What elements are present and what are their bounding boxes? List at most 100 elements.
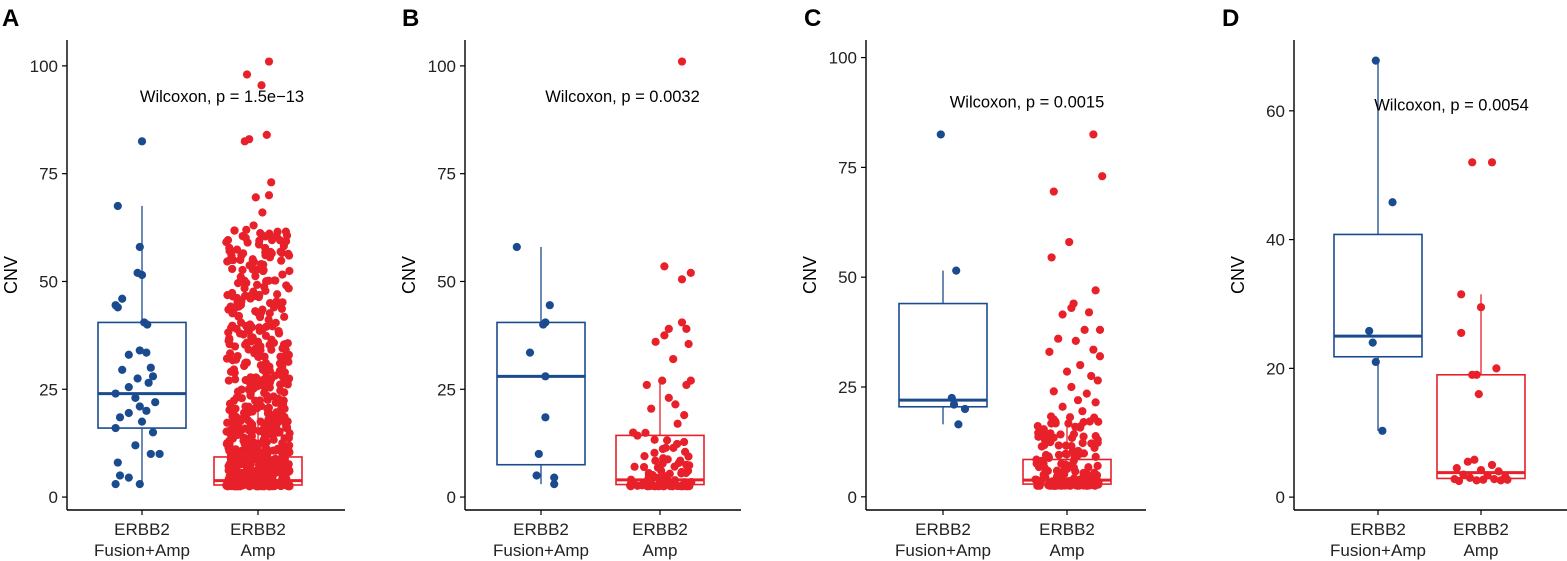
panel-letter: B bbox=[402, 5, 419, 32]
data-point bbox=[664, 393, 673, 402]
data-point bbox=[265, 362, 274, 371]
data-point bbox=[142, 348, 151, 357]
data-point bbox=[512, 242, 521, 252]
data-point bbox=[1065, 237, 1074, 247]
data-point bbox=[137, 417, 147, 426]
data-point bbox=[118, 294, 127, 303]
data-point bbox=[253, 337, 262, 346]
data-point bbox=[629, 428, 638, 437]
data-point bbox=[261, 232, 270, 241]
data-point bbox=[243, 445, 252, 454]
data-point bbox=[1454, 476, 1464, 486]
data-point bbox=[1056, 430, 1065, 439]
data-point bbox=[242, 338, 251, 347]
data-point bbox=[246, 373, 255, 382]
data-point bbox=[1084, 463, 1093, 472]
data-point bbox=[1060, 481, 1070, 490]
data-point bbox=[1063, 464, 1072, 473]
data-point bbox=[658, 376, 667, 385]
data-point bbox=[230, 226, 239, 235]
data-point bbox=[1465, 473, 1475, 482]
data-point bbox=[137, 137, 147, 146]
data-point bbox=[111, 423, 120, 433]
data-point bbox=[278, 344, 287, 353]
data-point bbox=[686, 268, 695, 277]
data-point bbox=[1091, 286, 1100, 295]
data-point bbox=[260, 352, 269, 361]
data-point bbox=[276, 455, 285, 464]
data-point bbox=[669, 354, 678, 364]
data-point bbox=[240, 137, 249, 146]
data-point bbox=[266, 469, 275, 478]
data-point bbox=[626, 482, 635, 491]
data-point bbox=[1492, 364, 1501, 373]
data-point bbox=[229, 405, 239, 415]
data-point bbox=[630, 462, 639, 471]
data-point bbox=[1388, 198, 1397, 207]
data-point bbox=[245, 426, 254, 435]
data-point bbox=[252, 280, 262, 289]
data-point bbox=[1490, 474, 1499, 484]
data-point bbox=[135, 402, 144, 411]
data-point bbox=[1070, 452, 1079, 461]
data-point bbox=[264, 57, 274, 66]
data-point bbox=[626, 475, 636, 484]
data-point bbox=[1078, 407, 1087, 416]
data-point bbox=[1067, 382, 1076, 392]
data-point bbox=[1494, 467, 1503, 476]
data-point bbox=[267, 481, 276, 490]
box bbox=[496, 321, 586, 466]
group-amp: ERBB2 Amp bbox=[1022, 130, 1112, 560]
data-point bbox=[248, 255, 257, 264]
data-point bbox=[255, 236, 264, 245]
data-point bbox=[642, 380, 651, 390]
group-amp: ERBB2 Amp bbox=[1436, 158, 1526, 560]
data-point bbox=[242, 70, 252, 79]
box bbox=[97, 321, 187, 429]
data-point bbox=[539, 320, 548, 329]
data-point bbox=[228, 356, 237, 365]
data-point bbox=[1091, 452, 1100, 461]
data-point bbox=[674, 458, 683, 467]
data-point bbox=[135, 346, 144, 355]
x-tick-label-line1: ERBB2 bbox=[114, 520, 170, 539]
data-point bbox=[256, 401, 266, 411]
data-point bbox=[264, 315, 273, 324]
data-point bbox=[960, 404, 970, 414]
data-point bbox=[113, 303, 122, 312]
data-point bbox=[1048, 477, 1057, 486]
data-point bbox=[1051, 417, 1060, 426]
data-point bbox=[676, 482, 685, 491]
x-tick-label-line1: ERBB2 bbox=[1039, 520, 1095, 539]
data-point bbox=[111, 480, 120, 489]
data-point bbox=[647, 404, 656, 413]
data-point bbox=[276, 386, 285, 395]
data-point bbox=[1062, 367, 1072, 376]
data-point bbox=[1093, 435, 1102, 444]
data-point bbox=[241, 233, 250, 242]
y-tick-label: 0 bbox=[1276, 488, 1285, 507]
data-point bbox=[251, 307, 260, 316]
y-axis-label: CNV bbox=[1228, 256, 1248, 294]
y-tick-label: 50 bbox=[838, 268, 857, 287]
x-tick-label-line1: ERBB2 bbox=[915, 520, 971, 539]
data-point bbox=[253, 374, 262, 384]
data-point bbox=[142, 406, 151, 415]
data-point bbox=[671, 400, 680, 409]
data-point bbox=[242, 464, 251, 474]
data-point bbox=[1090, 413, 1099, 422]
x-tick-label-line2: Amp bbox=[643, 541, 678, 560]
data-point bbox=[954, 420, 963, 429]
data-point bbox=[1061, 449, 1070, 458]
data-point bbox=[259, 260, 268, 269]
data-point bbox=[1047, 253, 1056, 262]
data-point bbox=[1049, 187, 1058, 196]
data-point bbox=[1452, 464, 1461, 473]
data-point bbox=[240, 284, 249, 293]
data-point bbox=[223, 438, 232, 448]
data-point bbox=[644, 472, 654, 481]
data-point bbox=[1090, 468, 1099, 477]
data-point bbox=[229, 477, 238, 486]
data-point bbox=[1098, 172, 1107, 181]
box bbox=[1436, 373, 1526, 480]
